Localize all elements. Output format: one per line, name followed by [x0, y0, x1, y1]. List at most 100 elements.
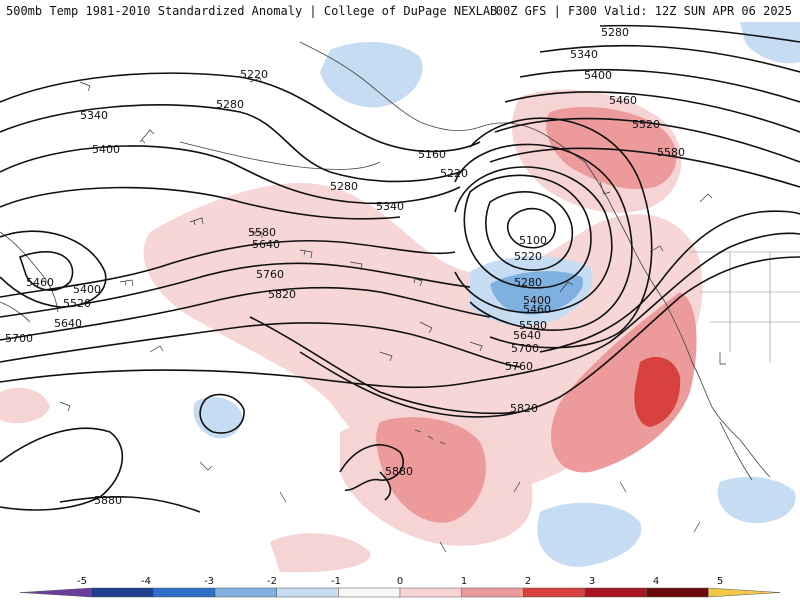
contour-label: 5460 — [26, 276, 54, 289]
height-contour — [539, 210, 800, 353]
contour-label: 5520 — [63, 297, 91, 310]
height-contour — [485, 191, 574, 271]
wind-barb — [299, 249, 313, 259]
wind-barb — [79, 81, 91, 92]
height-contour — [18, 251, 74, 291]
colorbar-segment — [461, 587, 524, 598]
height-contour — [0, 286, 491, 341]
strong-positive-anomaly — [551, 292, 697, 473]
wind-barb — [699, 193, 713, 203]
contour-label: 5220 — [440, 167, 468, 180]
height-contour — [0, 427, 124, 511]
height-contour — [0, 104, 461, 183]
contour-label: 5280 — [330, 180, 358, 193]
height-contour — [454, 166, 613, 314]
negative-anomaly-region — [717, 476, 796, 523]
contour-label: 5580 — [657, 146, 685, 159]
colorbar-tick-label: -1 — [331, 576, 341, 587]
height-contour — [519, 68, 800, 103]
contour-label: 5220 — [240, 68, 268, 81]
height-contour — [469, 117, 653, 349]
hawaii-islands — [414, 429, 446, 445]
colorbar-tick-label: 1 — [461, 576, 467, 587]
model-valid-time: 00Z GFS | F300 Valid: 12Z SUN APR 06 202… — [495, 4, 792, 18]
height-contour — [454, 143, 633, 331]
height-contour — [489, 147, 800, 188]
height-contour — [599, 24, 800, 43]
contour-label: 5280 — [601, 26, 629, 39]
contour-label: 5520 — [632, 118, 660, 131]
wind-barb — [559, 281, 574, 293]
contour-label: 5700 — [5, 332, 33, 345]
contour-label: 5340 — [570, 48, 598, 61]
wind-barb — [719, 352, 726, 365]
japan-coastline — [0, 301, 31, 323]
colorbar-segment — [399, 587, 462, 598]
wind-barb — [189, 217, 204, 226]
colorbar-tick-label: -5 — [77, 576, 87, 587]
positive-anomaly-region — [270, 533, 371, 573]
wind-barb — [199, 461, 213, 471]
contour-label: 5340 — [376, 200, 404, 213]
height-contours — [0, 24, 800, 513]
height-contour — [339, 444, 404, 491]
wind-barbs — [59, 77, 726, 553]
colorbar-tick-labels: -5 -4 -3 -2 -1 0 1 2 3 4 5 — [77, 576, 723, 587]
very-strong-positive-anomaly — [634, 357, 681, 427]
contour-label: 5160 — [418, 148, 446, 161]
wind-barb — [513, 481, 521, 493]
contour-label: 5760 — [505, 360, 533, 373]
strong-negative-anomaly — [490, 271, 583, 315]
colorbar-tick-label: 4 — [653, 576, 659, 587]
strong-positive-anomaly — [376, 417, 486, 523]
wind-barb — [469, 341, 483, 352]
height-contour — [0, 232, 800, 389]
colorbar-segment — [646, 587, 709, 598]
colorbar-segment — [338, 587, 401, 598]
colorbar-tick-label: 2 — [525, 576, 531, 587]
contour-label: 5760 — [256, 268, 284, 281]
height-contour — [0, 72, 481, 153]
wind-barb — [349, 261, 363, 271]
baja-coastline — [719, 421, 771, 481]
contour-label: 5340 — [80, 109, 108, 122]
colorbar-segment — [523, 587, 586, 598]
kamchatka-coastline — [0, 231, 59, 313]
wind-barb — [649, 245, 664, 253]
wind-barb — [619, 481, 627, 493]
colorbar-segment — [91, 587, 154, 598]
contour-label: 5820 — [510, 402, 538, 415]
contour-label: 5640 — [513, 329, 541, 342]
map-title: 500mb Temp 1981-2010 Standardized Anomal… — [6, 4, 498, 18]
contour-label: 5880 — [94, 494, 122, 507]
colorbar-segment — [214, 587, 277, 598]
colorbar-tick-label: -3 — [204, 576, 214, 587]
wind-barb — [419, 321, 433, 334]
positive-anomaly-region — [0, 387, 50, 424]
height-contour — [0, 239, 456, 298]
colorbar-segment — [153, 587, 216, 598]
wind-barb — [119, 279, 134, 287]
height-contour — [0, 186, 401, 220]
contour-label: 5220 — [514, 250, 542, 263]
negative-anomaly-region — [537, 502, 642, 567]
colorbar-tick-label: -2 — [267, 576, 277, 587]
strong-positive-anomaly — [546, 107, 677, 190]
contour-label: 5700 — [511, 342, 539, 355]
colorbar-tick-label: -4 — [141, 576, 151, 587]
height-contour — [463, 174, 592, 289]
height-contour — [299, 256, 800, 418]
anomaly-shading — [0, 22, 800, 573]
negative-anomaly-region — [740, 22, 800, 64]
contour-label: 5580 — [248, 226, 276, 239]
colorbar-tick-label: 0 — [397, 576, 403, 587]
height-contour — [539, 44, 800, 73]
coastlines — [0, 41, 771, 481]
negative-anomaly-region — [320, 41, 423, 108]
anomaly-map: 5280 5340 5400 5460 5520 5580 5220 5280 … — [0, 22, 800, 574]
colorbar-segments — [19, 587, 781, 598]
wind-barb — [439, 541, 447, 553]
height-contour — [59, 471, 392, 513]
colorbar-segment — [708, 587, 781, 598]
height-contour — [249, 316, 521, 415]
